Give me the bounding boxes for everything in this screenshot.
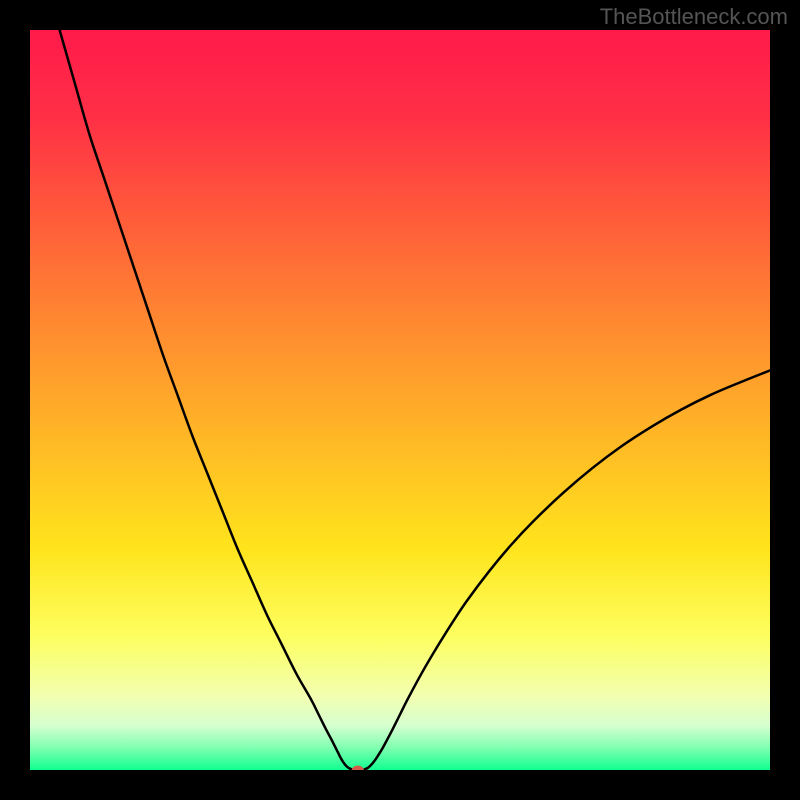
chart-svg: [0, 0, 800, 800]
watermark-text: TheBottleneck.com: [600, 4, 788, 30]
bottleneck-chart: TheBottleneck.com: [0, 0, 800, 800]
plot-background: [30, 30, 770, 770]
